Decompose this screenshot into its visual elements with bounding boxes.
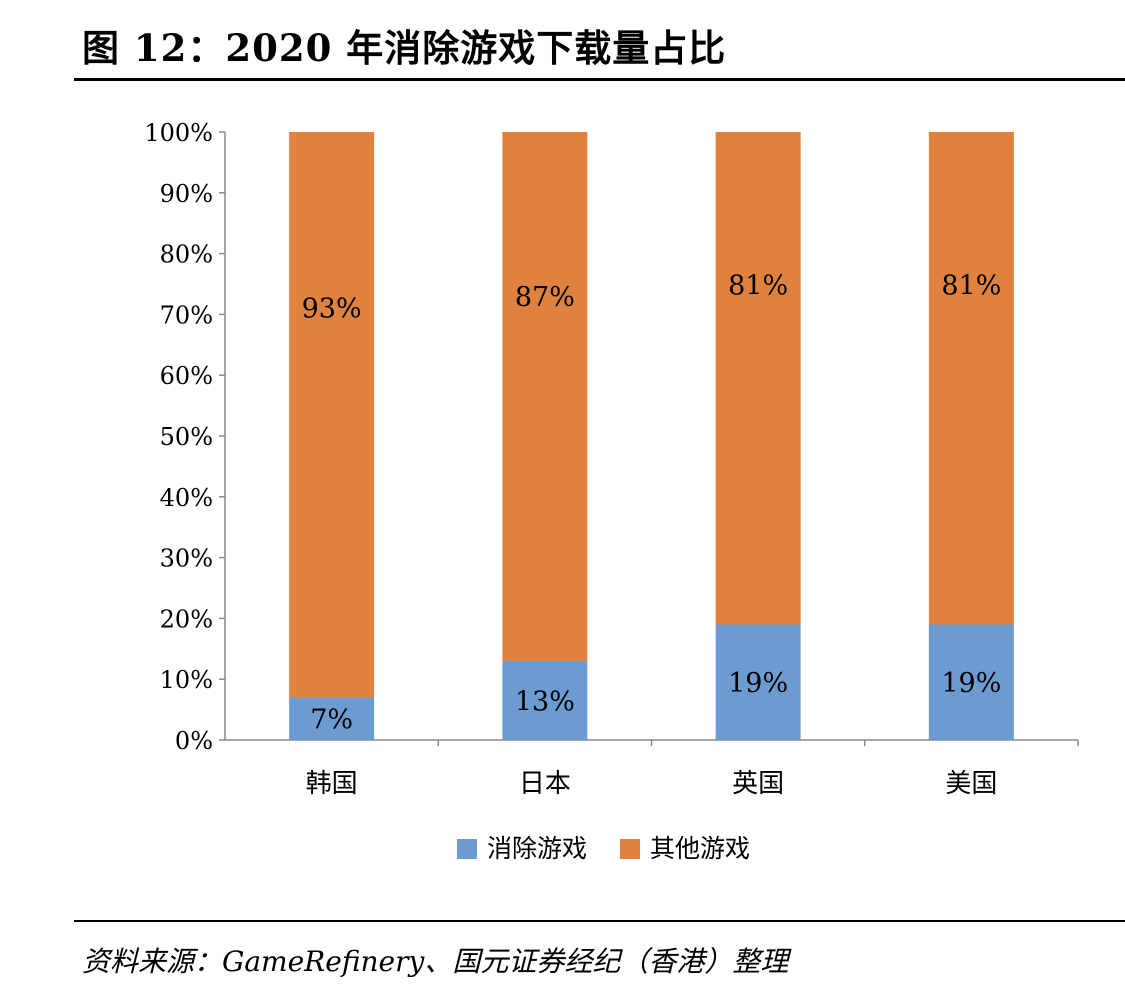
y-tick-label: 0% <box>175 727 213 755</box>
title-rule <box>74 78 1125 81</box>
y-tick-label: 30% <box>160 545 213 573</box>
data-label: 87% <box>515 282 575 313</box>
data-label: 81% <box>941 271 1001 302</box>
y-tick-label: 40% <box>160 484 213 512</box>
legend-swatch <box>620 839 640 859</box>
bar-match-0 <box>289 697 375 740</box>
stacked-bar-chart: 0% 10% 20% 30% 40% 50% 60% 70% 80% 90% 100% 7% 93% 韩国… <box>144 119 1079 863</box>
legend-label: 其他游戏 <box>650 834 750 863</box>
y-tick-label: 70% <box>160 301 213 329</box>
y-tick-label: 10% <box>160 666 213 694</box>
y-tick-label: 100% <box>144 119 213 147</box>
legend-swatch <box>457 839 477 859</box>
bar-match-1 <box>502 660 588 740</box>
x-category-label: 日本 <box>519 769 571 799</box>
chart-title: 图 12：2020 年消除游戏下载量占比 <box>82 26 727 70</box>
y-tick-label: 60% <box>160 362 213 390</box>
bar-match-3 <box>928 624 1014 740</box>
source-note: 资料来源：GameRefinery、国元证券经纪（香港）整理 <box>82 945 789 978</box>
data-label: 93% <box>302 293 362 324</box>
y-tick-label: 90% <box>160 180 213 208</box>
data-label: 19% <box>941 668 1001 699</box>
y-tick-label: 20% <box>160 605 213 633</box>
x-category-label: 英国 <box>732 769 784 799</box>
bar-other-2 <box>715 132 801 625</box>
y-tick-label: 80% <box>160 241 213 269</box>
bar-other-3 <box>928 132 1014 625</box>
bar-match-2 <box>715 624 801 740</box>
bar-other-1 <box>502 132 588 661</box>
data-label: 81% <box>728 271 788 302</box>
data-label: 13% <box>515 686 575 717</box>
bar-other-0 <box>289 132 375 698</box>
source-rule <box>74 920 1125 922</box>
legend-label: 消除游戏 <box>487 834 587 863</box>
y-tick-label: 50% <box>160 423 213 451</box>
data-label: 7% <box>310 705 353 736</box>
data-label: 19% <box>728 668 788 699</box>
x-category-label: 美国 <box>945 769 997 799</box>
x-category-label: 韩国 <box>306 769 358 799</box>
